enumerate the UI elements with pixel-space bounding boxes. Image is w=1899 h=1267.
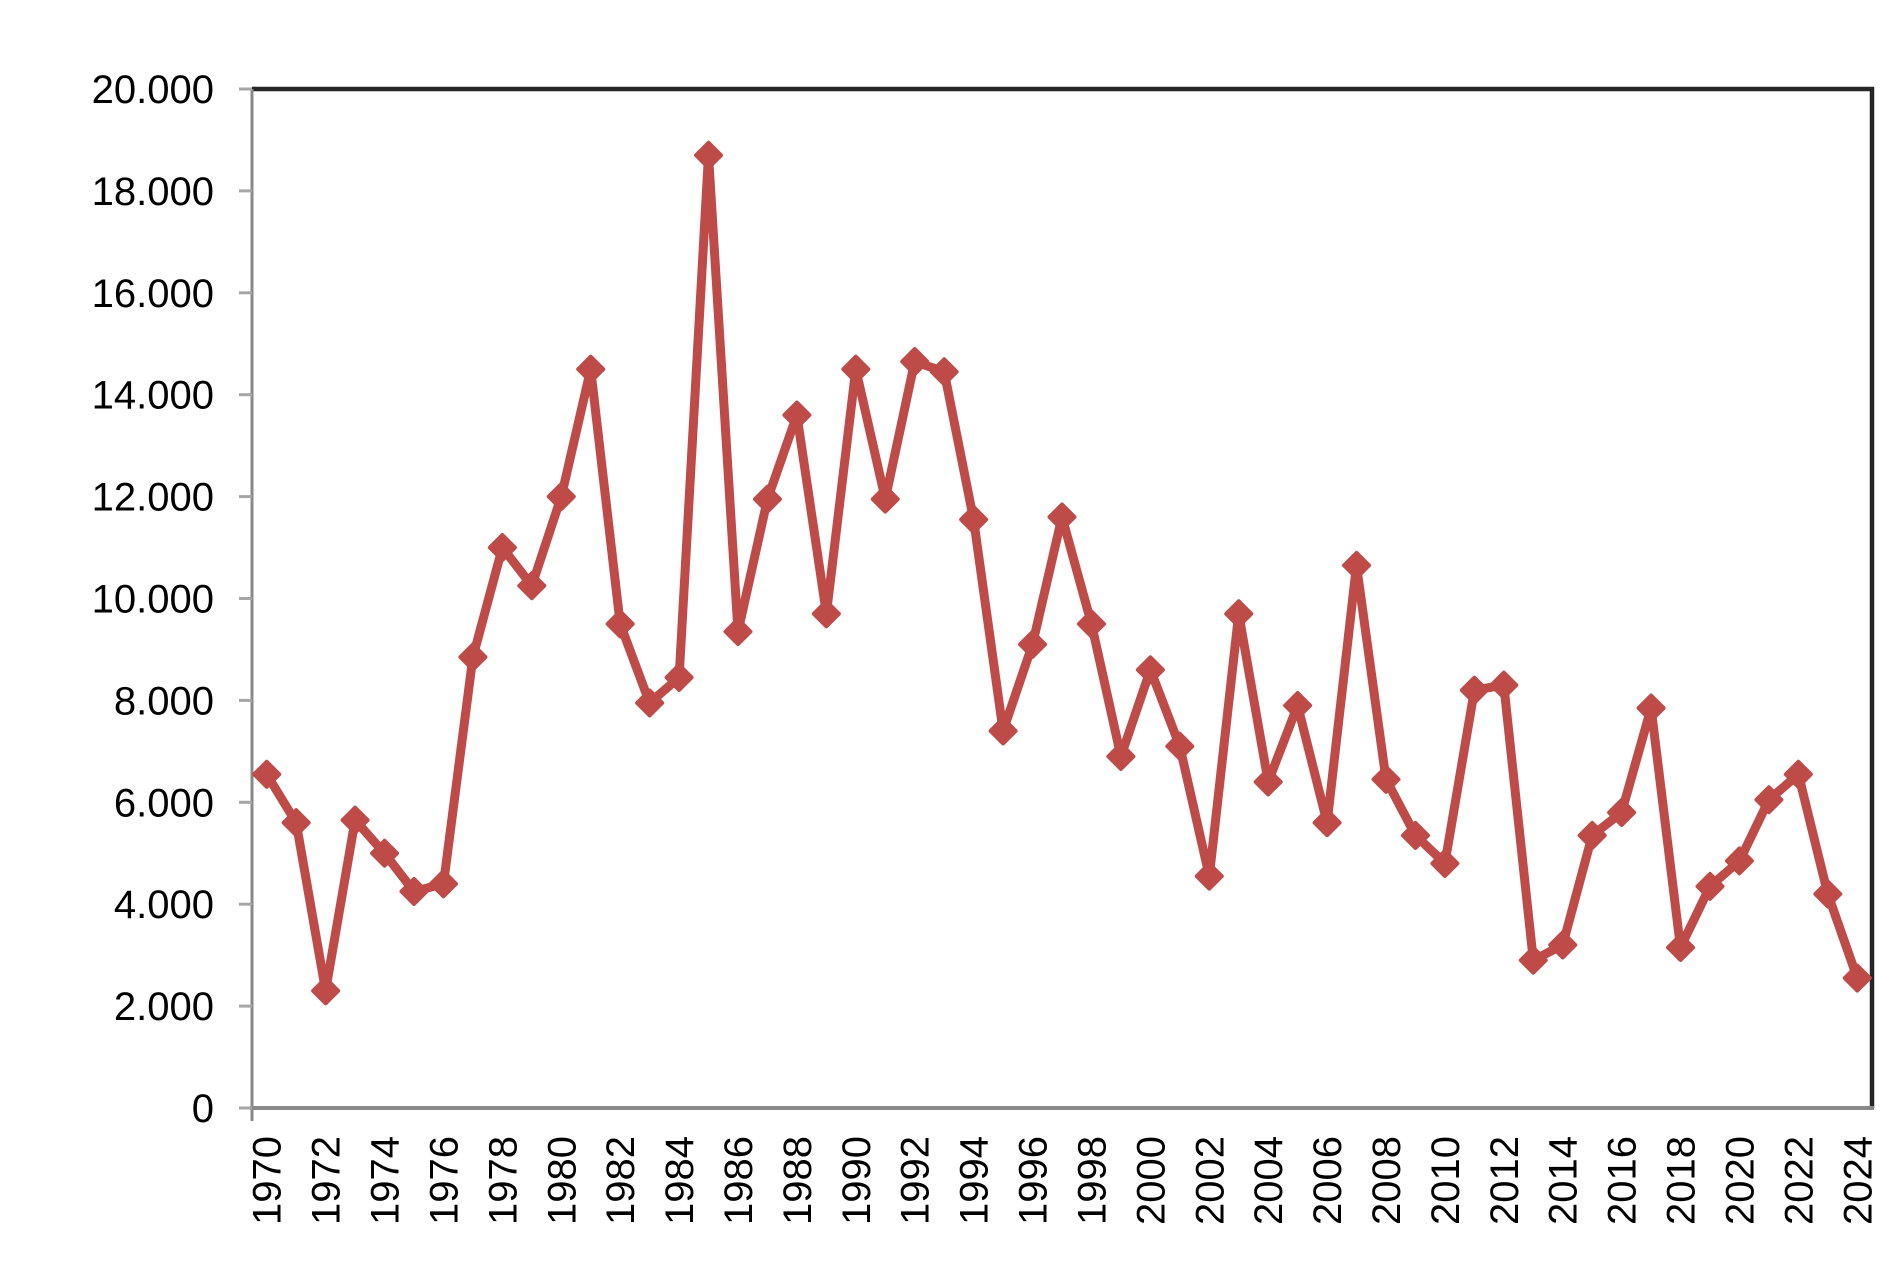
data-point-1975 xyxy=(399,876,429,906)
x-axis-label: 1992 xyxy=(894,1136,938,1225)
data-point-1976 xyxy=(428,869,458,899)
y-axis-label: 4.000 xyxy=(114,883,214,927)
x-axis-label: 1994 xyxy=(953,1136,997,1225)
x-axis-label: 1988 xyxy=(776,1136,820,1225)
x-axis-label: 1996 xyxy=(1012,1136,1056,1225)
data-point-2020 xyxy=(1724,846,1754,876)
y-axis-label: 10.000 xyxy=(92,578,214,622)
data-point-2015 xyxy=(1577,820,1607,850)
data-point-2004 xyxy=(1253,767,1283,797)
data-point-1994 xyxy=(959,505,989,535)
data-point-2003 xyxy=(1224,599,1254,629)
data-point-1974 xyxy=(370,838,400,868)
x-axis-label: 2012 xyxy=(1483,1136,1527,1225)
data-point-2008 xyxy=(1371,764,1401,794)
x-axis-label: 2004 xyxy=(1247,1136,1291,1225)
x-axis-label: 2024 xyxy=(1836,1136,1880,1225)
data-point-2013 xyxy=(1518,945,1548,975)
data-point-2019 xyxy=(1695,871,1725,901)
y-axis-label: 16.000 xyxy=(92,272,214,316)
x-axis-label: 2002 xyxy=(1188,1136,1232,1225)
x-axis-label: 1982 xyxy=(599,1136,643,1225)
data-point-1996 xyxy=(1018,629,1048,659)
data-point-2005 xyxy=(1283,690,1313,720)
data-point-1992 xyxy=(900,347,930,377)
x-axis-label: 2000 xyxy=(1129,1136,1173,1225)
data-point-1993 xyxy=(929,357,959,387)
y-axis-label: 14.000 xyxy=(92,374,214,418)
x-axis-label: 1984 xyxy=(658,1136,702,1225)
x-axis-label: 2022 xyxy=(1777,1136,1821,1225)
data-point-1984 xyxy=(664,662,694,692)
data-point-2014 xyxy=(1548,930,1578,960)
data-point-1970 xyxy=(252,759,282,789)
data-point-2009 xyxy=(1400,820,1430,850)
x-axis-label: 1990 xyxy=(835,1136,879,1225)
data-point-2023 xyxy=(1813,879,1843,909)
data-point-2007 xyxy=(1342,550,1372,580)
data-point-1981 xyxy=(576,354,606,384)
data-point-1983 xyxy=(635,688,665,718)
data-point-1989 xyxy=(811,599,841,629)
data-point-1998 xyxy=(1076,609,1106,639)
data-point-2012 xyxy=(1489,670,1519,700)
data-point-1979 xyxy=(517,571,547,601)
data-point-1999 xyxy=(1106,741,1136,771)
x-axis-label: 2018 xyxy=(1660,1136,1704,1225)
data-point-1985 xyxy=(694,140,724,170)
data-point-1972 xyxy=(311,976,341,1006)
data-point-2002 xyxy=(1194,861,1224,891)
data-point-2016 xyxy=(1607,797,1637,827)
x-axis-label: 2006 xyxy=(1306,1136,1350,1225)
y-axis-label: 18.000 xyxy=(92,170,214,214)
y-axis-label: 20.000 xyxy=(92,68,214,112)
data-point-1997 xyxy=(1047,502,1077,532)
data-point-2006 xyxy=(1312,808,1342,838)
x-axis-label: 1998 xyxy=(1070,1136,1114,1225)
data-point-2022 xyxy=(1783,759,1813,789)
data-point-2011 xyxy=(1459,675,1489,705)
y-axis-label: 8.000 xyxy=(114,679,214,723)
data-point-1986 xyxy=(723,617,753,647)
x-axis-label: 1980 xyxy=(540,1136,584,1225)
data-point-2010 xyxy=(1430,848,1460,878)
y-axis-label: 6.000 xyxy=(114,781,214,825)
x-axis-label: 1974 xyxy=(364,1136,408,1225)
data-point-1973 xyxy=(340,805,370,835)
x-axis-label: 2016 xyxy=(1601,1136,1645,1225)
data-point-1971 xyxy=(281,808,311,838)
data-point-1988 xyxy=(782,400,812,430)
data-point-1978 xyxy=(487,533,517,563)
data-point-2017 xyxy=(1636,693,1666,723)
data-point-2000 xyxy=(1135,655,1165,685)
data-point-1977 xyxy=(458,642,488,672)
y-axis-label: 2.000 xyxy=(114,985,214,1029)
series-line xyxy=(262,150,1862,996)
x-axis-label: 2010 xyxy=(1424,1136,1468,1225)
x-axis-label: 1970 xyxy=(246,1136,290,1225)
data-point-1990 xyxy=(841,354,871,384)
x-axis-label: 1978 xyxy=(481,1136,525,1225)
data-point-1987 xyxy=(752,484,782,514)
y-axis-label: 12.000 xyxy=(92,476,214,520)
data-point-1982 xyxy=(605,609,635,639)
y-axis-label: 0 xyxy=(192,1087,214,1131)
data-point-1991 xyxy=(870,484,900,514)
data-point-2024 xyxy=(1842,963,1872,993)
x-axis-label: 1972 xyxy=(305,1136,349,1225)
x-axis-label: 1986 xyxy=(717,1136,761,1225)
data-point-2001 xyxy=(1165,731,1195,761)
data-point-2021 xyxy=(1754,785,1784,815)
data-point-1995 xyxy=(988,716,1018,746)
x-axis-label: 2014 xyxy=(1542,1136,1586,1225)
x-axis-label: 2020 xyxy=(1718,1136,1762,1225)
data-point-2018 xyxy=(1666,933,1696,963)
x-axis-label: 2008 xyxy=(1365,1136,1409,1225)
data-point-1980 xyxy=(546,482,576,512)
x-axis-label: 1976 xyxy=(422,1136,466,1225)
